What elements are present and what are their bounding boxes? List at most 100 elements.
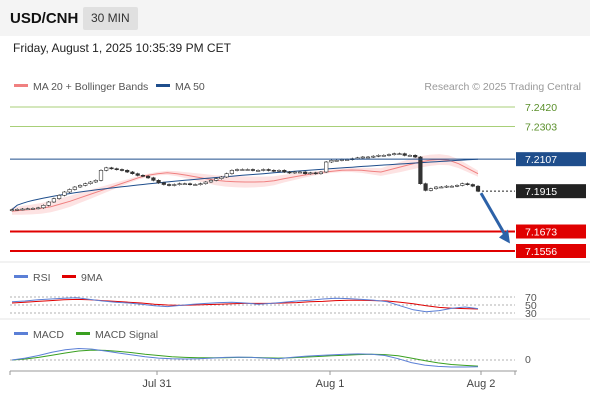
candle-body <box>146 175 151 179</box>
rsi-level-label: 70 <box>525 292 537 304</box>
candle-body <box>381 155 386 157</box>
candle-body <box>250 169 256 171</box>
symbol-title: USD/CNH <box>10 10 79 27</box>
candle-body <box>83 183 88 186</box>
candle-body <box>255 170 261 172</box>
bollinger-band <box>12 154 478 215</box>
timeframe-button[interactable]: 30 MIN <box>83 7 138 30</box>
candle-body <box>235 169 240 171</box>
candle-body <box>135 173 140 176</box>
price-levels: 7.2420 7.2303 7.2107 7.1915 7.1673 7.1556 <box>10 102 586 258</box>
candle-body <box>151 177 156 181</box>
candle-body <box>454 185 460 187</box>
level-label-support: 7.1556 <box>525 246 557 258</box>
ma20-line <box>11 158 479 212</box>
candle-body <box>187 183 193 185</box>
main-price-panel <box>9 152 481 215</box>
candle-body <box>324 161 329 173</box>
candle-body <box>245 169 250 171</box>
candle-body <box>470 184 475 187</box>
candle-body <box>297 171 303 174</box>
candle-body <box>182 183 187 185</box>
candle-body <box>125 170 130 173</box>
candle-body <box>433 186 439 190</box>
candle-body <box>428 188 434 191</box>
level-label-current: 7.1915 <box>525 186 557 198</box>
candle-body <box>88 181 93 185</box>
candle-body <box>98 170 104 181</box>
candle-body <box>308 172 313 175</box>
candle-body <box>172 184 177 186</box>
candle-body <box>334 160 339 162</box>
level-label-support: 7.1673 <box>525 227 557 239</box>
rsi-legend-label: RSI <box>33 272 51 284</box>
rsi-ma-legend-swatch <box>62 275 76 278</box>
candle-body <box>72 186 77 190</box>
ma50-legend-swatch <box>156 84 170 87</box>
candle-body <box>15 209 20 211</box>
candle-body <box>140 175 146 177</box>
candle-body <box>423 183 428 191</box>
candle-body <box>130 171 135 175</box>
candle-body <box>313 172 318 175</box>
candle-body <box>198 183 203 185</box>
macd-signal-legend-swatch <box>76 332 90 335</box>
candle-body <box>51 198 56 203</box>
candle-body <box>161 182 166 185</box>
candle-body <box>156 180 161 184</box>
forecast-arrow-shaft <box>479 192 508 238</box>
x-axis-label: Aug 1 <box>316 378 345 390</box>
ma50-line <box>11 158 479 210</box>
candle-body <box>46 201 51 206</box>
candle-body <box>439 186 444 189</box>
rsi-legend-swatch <box>14 275 28 278</box>
ma20-legend-swatch <box>14 84 28 87</box>
candle-body <box>109 167 114 170</box>
candle-body <box>214 178 219 181</box>
macd-panel: 0 <box>10 347 531 368</box>
macd-legend-label: MACD <box>33 329 64 341</box>
candle-body <box>271 170 276 172</box>
candle-body <box>360 156 365 159</box>
candle-body <box>318 171 324 175</box>
macd-signal-line <box>11 349 479 367</box>
candle-body <box>177 183 182 185</box>
candle-body <box>78 185 83 188</box>
candle-body <box>418 156 423 185</box>
main-legend: MA 20 + Bollinger Bands MA 50 Research ©… <box>14 81 581 93</box>
candle-body <box>282 170 287 173</box>
candle-body <box>30 208 36 210</box>
candle-body <box>261 169 266 171</box>
candle-body <box>365 156 371 159</box>
candle-body <box>203 181 208 185</box>
x-axis-label: Aug 2 <box>467 378 496 390</box>
level-box-support <box>516 244 586 258</box>
candle-body <box>193 184 198 186</box>
candle-body <box>219 176 224 180</box>
candle-body <box>167 184 172 186</box>
forecast-arrow-head <box>499 229 510 244</box>
candle-body <box>407 155 413 157</box>
rsi-legend: RSI 9MA <box>14 272 103 284</box>
candle-body <box>208 180 214 183</box>
candle-body <box>287 171 292 174</box>
candle-body <box>56 195 62 199</box>
macd-line <box>11 347 479 368</box>
candle-body <box>104 167 109 171</box>
candle-body <box>114 168 119 170</box>
candle-body <box>376 155 381 157</box>
candle-body <box>292 171 297 174</box>
rsi-ma-line <box>11 298 479 310</box>
candle-body <box>355 157 360 160</box>
rsi-level-label: 30 <box>525 308 537 320</box>
ma20-legend-label: MA 20 + Bollinger Bands <box>33 81 148 93</box>
level-box-ma50 <box>516 152 586 167</box>
rsi-level-label: 50 <box>525 300 537 312</box>
ma50-legend-label: MA 50 <box>175 81 205 93</box>
candle-body <box>25 208 30 210</box>
candle-body <box>240 169 245 171</box>
candle-body <box>41 205 46 209</box>
rsi-line <box>11 297 479 313</box>
